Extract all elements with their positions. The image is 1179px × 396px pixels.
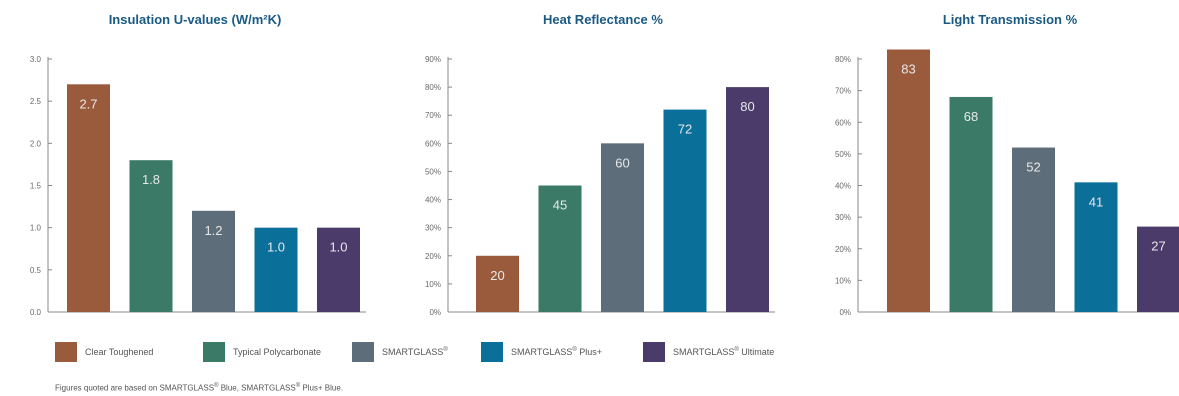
- legend-item-typical-polycarbonate: Typical Polycarbonate: [203, 341, 321, 363]
- chart-2-data-label-3: 60: [615, 155, 629, 170]
- chart-1-data-label-3: 1.2: [204, 223, 222, 238]
- legend-label-smartglass-ultimate: SMARTGLASS: [673, 347, 735, 357]
- chart-3-data-label-5: 27: [1151, 239, 1165, 254]
- footnote-part2: Blue, SMARTGLASS: [218, 383, 296, 393]
- chart-1-title: Insulation U-values (W/m²K): [109, 12, 282, 27]
- chart-3-ytick-label: 0%: [839, 308, 851, 317]
- chart-1-ytick-label: 2.5: [30, 97, 42, 106]
- legend: Clear Toughened Typical Polycarbonate SM…: [55, 341, 815, 363]
- chart-2-data-label-2: 45: [553, 198, 567, 213]
- chart-2-bar-3: [601, 143, 644, 312]
- chart-2-data-label-4: 72: [678, 122, 692, 137]
- charts-area: Insulation U-values (W/m²K) 0.0 0.5 1.0 1.5 2…: [30, 12, 1179, 317]
- chart-1-ytick-label: 3.0: [30, 55, 42, 64]
- chart-3-bar-5: [1137, 226, 1179, 312]
- chart-2-data-label-1: 20: [490, 268, 504, 283]
- legend-swatch-smartglass-ultimate: [643, 342, 665, 362]
- chart-3-ytick-label: 60%: [835, 118, 851, 127]
- chart-1-bar-3: [192, 210, 235, 312]
- chart-3-ytick-label: 40%: [835, 182, 851, 191]
- legend-label-typical-polycarbonate: Typical Polycarbonate: [233, 347, 322, 357]
- chart-3-ytick-label: 10%: [835, 276, 851, 285]
- chart-3-bar-1: [887, 49, 930, 312]
- legend-label-clear-toughened: Clear Toughened: [85, 347, 154, 357]
- chart-3-data-label-4: 41: [1089, 194, 1103, 209]
- footnote-sup2: ®: [295, 383, 301, 389]
- chart-1-ytick-label: 1.5: [30, 182, 42, 191]
- chart-3-ytick-label: 80%: [835, 55, 851, 64]
- chart-1-data-label-2: 1.8: [142, 172, 160, 187]
- chart-3-ytick-label: 50%: [835, 150, 851, 159]
- legend-swatch-smartglass: [352, 342, 374, 362]
- chart-2-bar-1: [476, 255, 519, 312]
- chart-3-bar-2: [949, 96, 993, 312]
- footnote-part1: Figures quoted are based on SMARTGLASS: [55, 383, 215, 393]
- chart-2-ytick-label: 30%: [425, 224, 441, 233]
- chart-2-ytick-label: 40%: [425, 196, 441, 205]
- legend-sup-smartglass-plus: ®: [572, 347, 577, 353]
- chart-2-ytick-label: 80%: [425, 83, 441, 92]
- chart-3-data-label-2: 68: [964, 109, 978, 124]
- footnote-sup1: ®: [214, 383, 219, 389]
- legend-swatch-smartglass-plus: [481, 342, 503, 362]
- chart-2-ytick-label: 20%: [425, 252, 441, 261]
- chart-2-bar-2: [538, 185, 582, 312]
- chart-2-ytick-label: 10%: [425, 280, 441, 289]
- chart-1-bar-1: [67, 84, 110, 312]
- chart-1-data-label-1: 2.7: [79, 96, 97, 111]
- chart-3-bar-3: [1012, 147, 1055, 312]
- chart-1-ytick-label: 0.5: [30, 266, 42, 275]
- chart-2-ytick-label: 50%: [425, 167, 441, 176]
- legend-sup-smartglass: ®: [443, 347, 448, 353]
- chart-2-bar-5: [726, 87, 769, 312]
- chart-1-ytick-label: 0.0: [30, 308, 42, 317]
- footnote-part3: Plus+ Blue.: [300, 383, 344, 393]
- legend-item-smartglass-plus: SMARTGLASS® Plus+: [481, 341, 602, 363]
- chart-3-data-label-1: 83: [901, 62, 915, 77]
- chart-2-title: Heat Reflectance %: [543, 12, 663, 27]
- legend-suffix-smartglass-plus: Plus+: [579, 347, 603, 357]
- legend-label-smartglass: SMARTGLASS: [382, 347, 444, 357]
- chart-1-data-label-4: 1.0: [267, 240, 285, 255]
- chart-1-ytick-label: 1.0: [30, 224, 42, 233]
- chart-3-data-label-3: 52: [1026, 160, 1040, 175]
- chart-1-bar-4: [254, 227, 298, 312]
- chart-1-bar-2: [129, 160, 173, 312]
- chart-2-bar-4: [663, 109, 707, 312]
- chart-3-ytick-label: 30%: [835, 213, 851, 222]
- chart-3-ytick-label: 70%: [835, 87, 851, 96]
- legend-item-smartglass: SMARTGLASS®: [352, 341, 448, 363]
- chart-1-bar-5: [317, 227, 360, 312]
- chart-1-data-label-5: 1.0: [329, 240, 347, 255]
- legend-sup-smartglass-ultimate: ®: [734, 347, 739, 353]
- legend-item-smartglass-ultimate: SMARTGLASS® Ultimate: [643, 341, 774, 363]
- legend-swatch-clear-toughened: [55, 342, 77, 362]
- chart-3-bar-4: [1074, 182, 1118, 312]
- chart-3-ytick-label: 20%: [835, 245, 851, 254]
- chart-2-ytick-label: 60%: [425, 139, 441, 148]
- chart-2-ytick-label: 70%: [425, 111, 441, 120]
- legend-suffix-smartglass-ultimate: Ultimate: [741, 347, 775, 357]
- chart-2-ytick-label: 90%: [425, 55, 441, 64]
- chart-2-data-label-5: 80: [740, 99, 754, 114]
- chart-3-title: Light Transmission %: [943, 12, 1078, 27]
- chart-1-ytick-label: 2.0: [30, 139, 42, 148]
- chart-2-ytick-label: 0%: [429, 308, 441, 317]
- footnote: Figures quoted are based on SMARTGLASS® …: [55, 383, 343, 393]
- legend-item-clear-toughened: Clear Toughened: [55, 341, 153, 363]
- legend-swatch-typical-polycarbonate: [203, 342, 225, 362]
- legend-label-smartglass-plus: SMARTGLASS: [511, 347, 573, 357]
